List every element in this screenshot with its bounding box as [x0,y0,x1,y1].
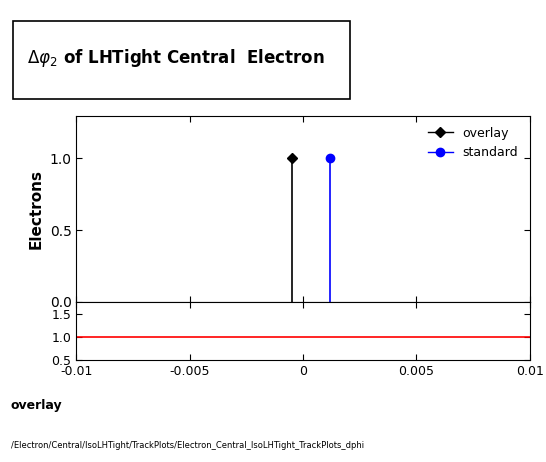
Text: /Electron/Central/IsoLHTight/TrackPlots/Electron_Central_IsoLHTight_TrackPlots_d: /Electron/Central/IsoLHTight/TrackPlots/… [11,441,364,450]
Y-axis label: Electrons: Electrons [29,169,44,249]
Text: $\Delta\varphi_{2}$ of LHTight Central  Electron: $\Delta\varphi_{2}$ of LHTight Central E… [27,47,324,69]
Text: overlay: overlay [11,399,63,412]
FancyBboxPatch shape [13,21,350,99]
Legend: overlay, standard: overlay, standard [423,122,524,164]
